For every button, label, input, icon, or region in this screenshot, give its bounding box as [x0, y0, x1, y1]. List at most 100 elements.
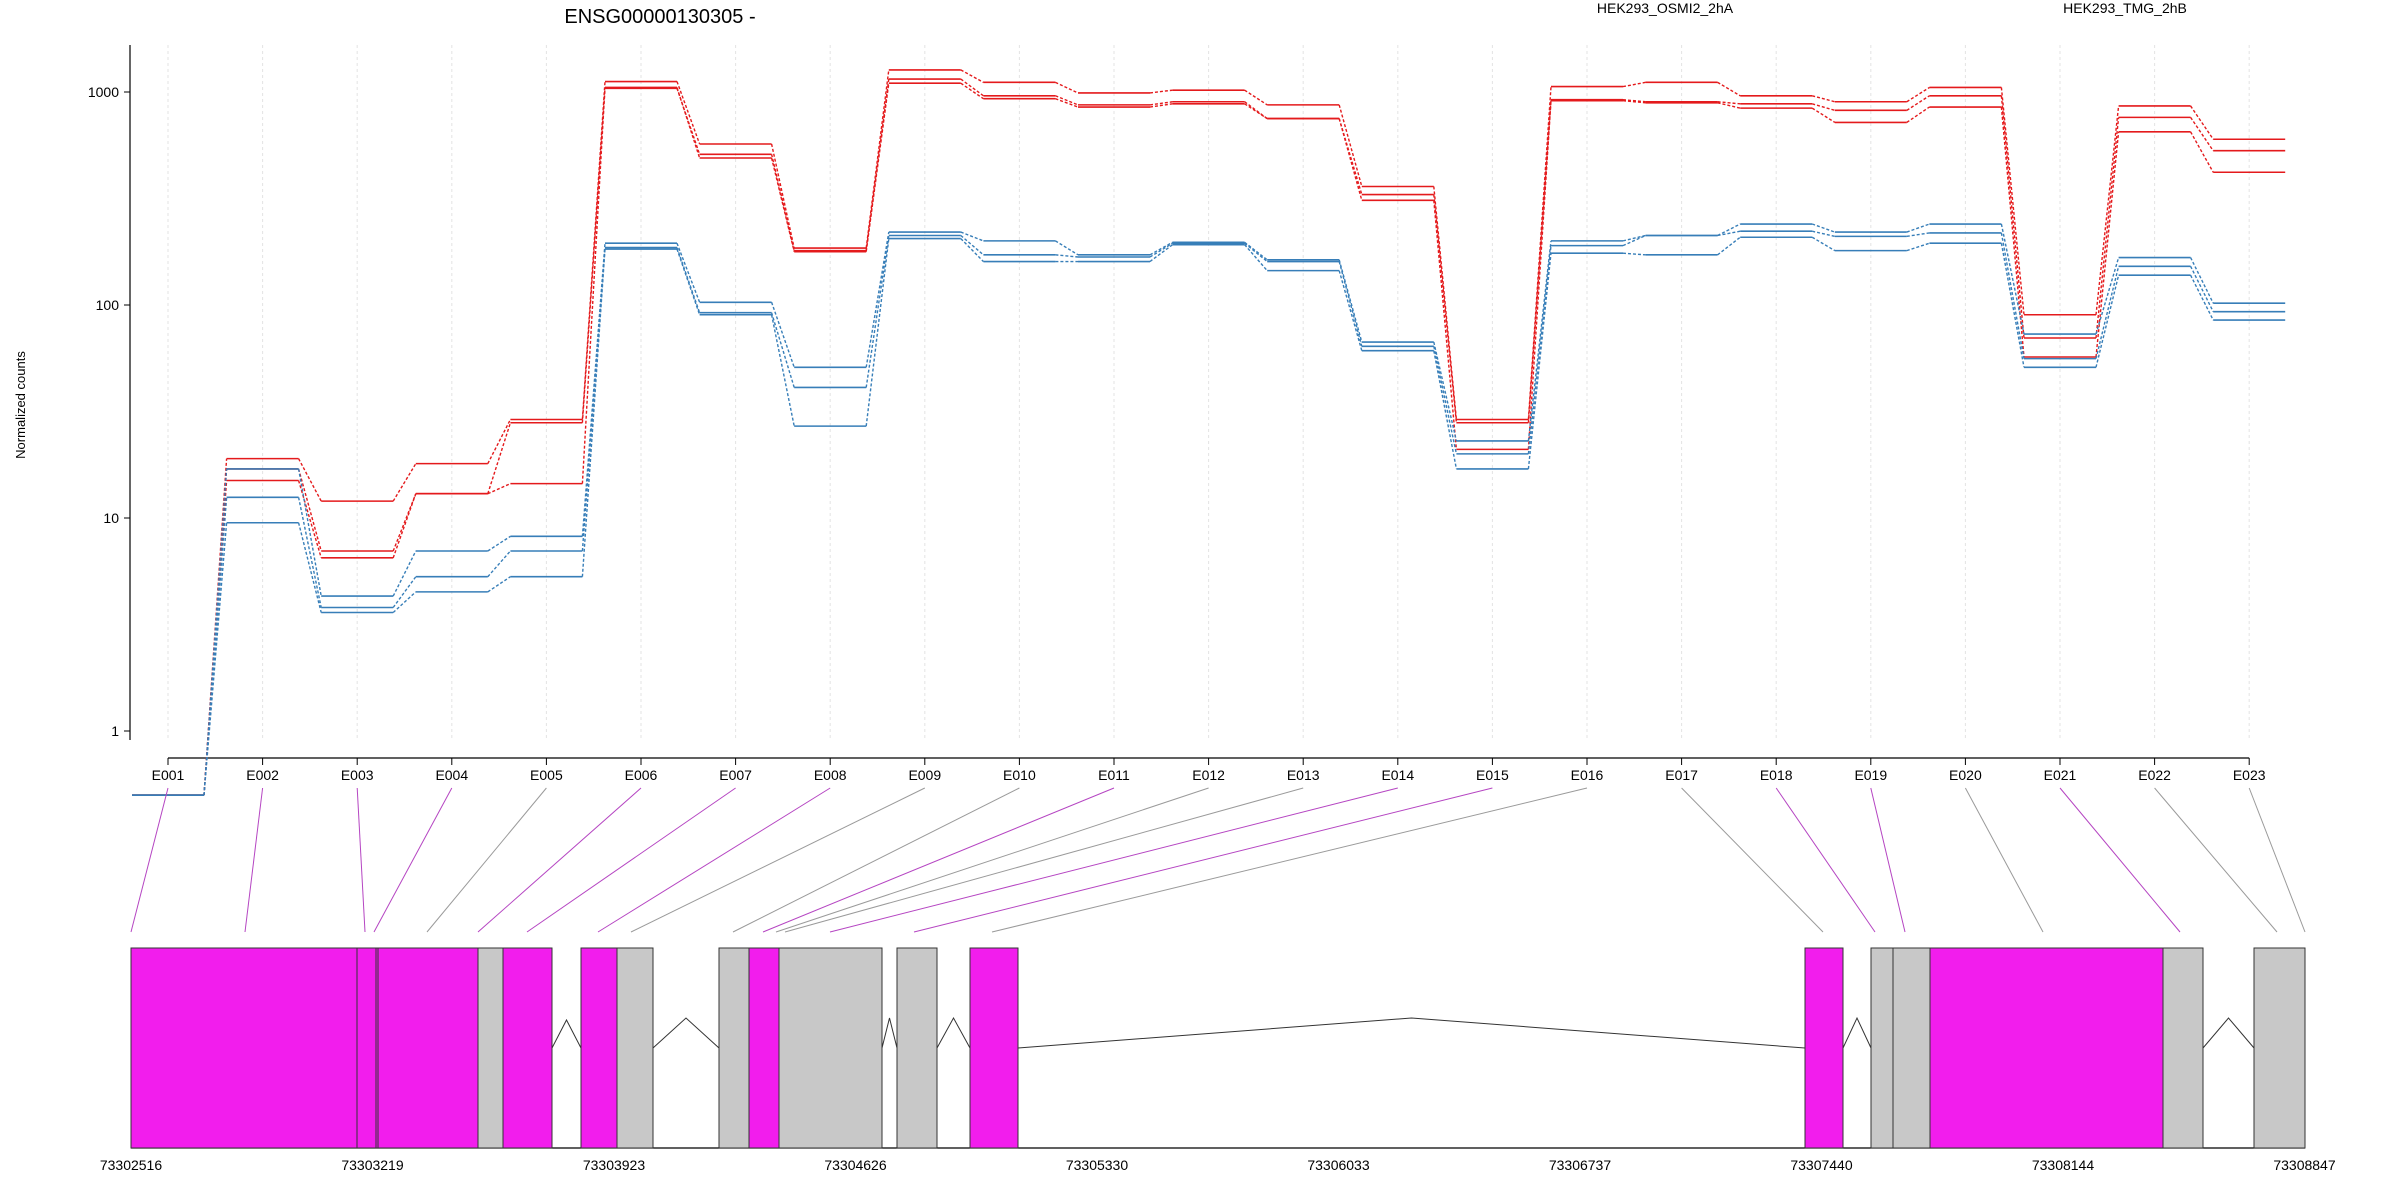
- series-connector: [1622, 234, 1646, 247]
- intron-line: [551, 1018, 582, 1049]
- series-connector: [2095, 257, 2120, 335]
- series-connector: [392, 463, 417, 502]
- x-tick-label: E005: [530, 767, 563, 783]
- series-connector: [487, 535, 511, 552]
- series-connector: [1811, 223, 1836, 233]
- series-connector: [2095, 117, 2120, 339]
- series-connector: [392, 591, 417, 614]
- exon-block-E008: [580, 947, 618, 1149]
- series-connector: [2000, 243, 2025, 368]
- x-tick-label: E014: [1381, 767, 1414, 783]
- series-connector: [297, 468, 322, 597]
- x-tick-label: E013: [1287, 767, 1320, 783]
- series-connector: [1338, 118, 1363, 201]
- series-connector: [487, 422, 512, 494]
- series-connector: [1149, 242, 1173, 258]
- genomic-tick-label: 73306033: [1307, 1157, 1370, 1173]
- exon-block-E005: [477, 947, 504, 1149]
- genomic-tick-label: 73305330: [1066, 1157, 1129, 1173]
- exon-connector: [477, 787, 642, 933]
- x-tick-label: E017: [1665, 767, 1698, 783]
- exon-block-E017: [1870, 947, 1894, 1149]
- series-connector: [1338, 118, 1363, 195]
- gene-model-track: [130, 947, 2306, 1149]
- series-connector: [1149, 89, 1173, 94]
- exon-connector: [1870, 787, 1906, 933]
- exon-connector: [373, 787, 453, 933]
- series-connector: [1433, 194, 1458, 423]
- series-connector: [676, 87, 701, 159]
- series-connector: [676, 242, 701, 303]
- x-tick-label: E009: [908, 767, 941, 783]
- series-connector: [2095, 266, 2120, 359]
- x-tick-label: E007: [719, 767, 752, 783]
- series-connector: [1812, 103, 1835, 112]
- exon-block-E022: [2162, 947, 2204, 1149]
- x-tick-label: E018: [1760, 767, 1793, 783]
- series-connector: [770, 154, 795, 251]
- series-connector: [1906, 223, 1930, 233]
- series-connector: [2000, 232, 2025, 359]
- exon-connector: [732, 787, 1020, 933]
- exon-connector: [356, 787, 366, 933]
- series-connector: [865, 231, 890, 368]
- series-connector: [1149, 101, 1173, 106]
- series-connector: [2189, 257, 2214, 304]
- series-HEK293_TMG_2hB: [132, 223, 2286, 796]
- exon-connector: [244, 787, 264, 933]
- series-connector: [1149, 103, 1173, 108]
- series-lines: [132, 69, 2286, 796]
- genomic-tick-label: 73308144: [2032, 1157, 2095, 1173]
- y-tick-label: 10: [103, 510, 119, 526]
- series-connector: [203, 522, 228, 796]
- series-connector: [487, 482, 511, 495]
- y-axis-label: Normalized counts: [13, 351, 28, 459]
- genomic-tick-label: 73302516: [100, 1157, 163, 1173]
- y-tick-label: 100: [96, 297, 120, 313]
- x-tick-label: E023: [2233, 767, 2266, 783]
- series-connector: [392, 576, 417, 608]
- exon-block-E014: [969, 947, 1019, 1149]
- intron-line: [1017, 1017, 1806, 1049]
- intron-line: [1842, 1016, 1872, 1049]
- series-connector: [1906, 86, 1930, 103]
- series-connector: [487, 419, 512, 464]
- series-connector: [2189, 131, 2214, 173]
- series-connector: [865, 83, 890, 252]
- exon-connector: [426, 787, 547, 933]
- genomic-tick-label: 73308847: [2273, 1157, 2336, 1173]
- series-connector: [1811, 107, 1836, 123]
- exon-block-E010: [718, 947, 750, 1149]
- x-tick-label: E001: [152, 767, 185, 783]
- series-connector: [581, 88, 606, 423]
- series-connector: [1717, 236, 1741, 256]
- grid-lines: [167, 45, 2250, 740]
- series-connector: [960, 69, 984, 83]
- exon-connector: [1775, 787, 1876, 933]
- exon-connector: [784, 787, 1304, 933]
- exon-block-E004: [377, 947, 479, 1149]
- exon-block-E001: [130, 947, 358, 1149]
- series-connector: [1717, 223, 1741, 237]
- series-connector: [1149, 241, 1173, 256]
- exon-block-E009: [616, 947, 654, 1149]
- chart-title: ENSG00000130305 -: [564, 6, 755, 28]
- x-tick-label: E020: [1949, 767, 1982, 783]
- x-tick-label: E008: [814, 767, 847, 783]
- series-connector: [1812, 95, 1835, 103]
- series-connector: [865, 235, 890, 388]
- series-connector: [770, 157, 795, 252]
- x-tick-label: E003: [341, 767, 374, 783]
- series-connector: [1527, 99, 1552, 423]
- x-tick-label: E015: [1476, 767, 1509, 783]
- series-connector: [2095, 105, 2120, 315]
- series-connector: [581, 87, 606, 484]
- x-tick-label: E022: [2138, 767, 2171, 783]
- series-connector: [1433, 200, 1458, 450]
- exon-connector: [1964, 787, 2044, 933]
- exon-connector: [630, 787, 926, 933]
- exon-connector: [913, 787, 1493, 933]
- exon-connector: [597, 787, 831, 933]
- exon-connector-lines: [130, 787, 2306, 933]
- series-connector: [1906, 95, 1930, 111]
